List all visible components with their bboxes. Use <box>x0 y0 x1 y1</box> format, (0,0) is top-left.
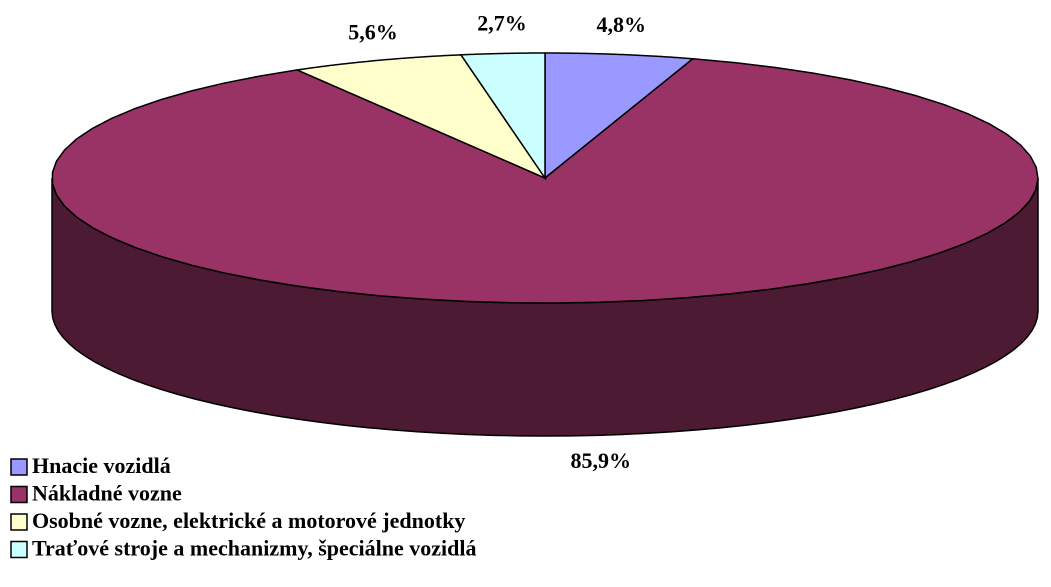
data-label: 5,6% <box>348 19 398 44</box>
data-label: 2,7% <box>477 11 527 36</box>
pie-slice <box>294 54 548 180</box>
legend-label: Hnacie vozidlá <box>32 453 171 478</box>
data-label: 85,9% <box>570 448 631 473</box>
legend-swatch <box>10 540 28 559</box>
legend-swatch <box>10 485 28 504</box>
pie-slice <box>459 52 546 181</box>
legend-swatch <box>10 513 28 531</box>
data-label: 4,8% <box>597 12 647 37</box>
legend-swatch <box>10 458 28 476</box>
pie-slice <box>51 57 1039 304</box>
pie-slice <box>544 52 695 180</box>
legend-label: Traťové stroje a mechanizmy, špeciálne v… <box>32 536 476 561</box>
legend-label: Osobné vozne, elektrické a motorové jedn… <box>32 508 465 533</box>
legend-label: Nákladné vozne <box>32 481 182 506</box>
